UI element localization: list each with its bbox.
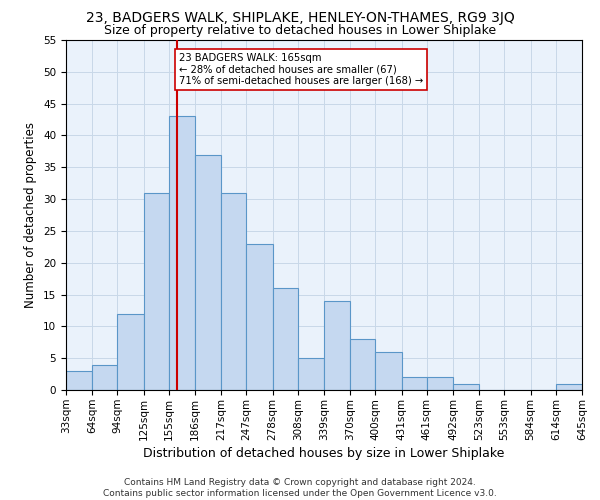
Bar [556,384,582,390]
X-axis label: Distribution of detached houses by size in Lower Shiplake: Distribution of detached houses by size … [143,446,505,460]
Bar [427,378,453,390]
Bar [221,192,247,390]
Text: Contains HM Land Registry data © Crown copyright and database right 2024.
Contai: Contains HM Land Registry data © Crown c… [103,478,497,498]
Bar [143,192,169,390]
Text: 23 BADGERS WALK: 165sqm
← 28% of detached houses are smaller (67)
71% of semi-de: 23 BADGERS WALK: 165sqm ← 28% of detache… [179,52,423,86]
Bar [324,301,350,390]
Text: 23, BADGERS WALK, SHIPLAKE, HENLEY-ON-THAMES, RG9 3JQ: 23, BADGERS WALK, SHIPLAKE, HENLEY-ON-TH… [86,11,514,25]
Bar [401,378,427,390]
Bar [272,288,298,390]
Bar [169,116,195,390]
Text: Size of property relative to detached houses in Lower Shiplake: Size of property relative to detached ho… [104,24,496,37]
Bar [453,384,479,390]
Bar [66,371,92,390]
Bar [195,154,221,390]
Y-axis label: Number of detached properties: Number of detached properties [25,122,37,308]
Bar [350,339,376,390]
Bar [247,244,272,390]
Bar [376,352,401,390]
Bar [298,358,324,390]
Bar [118,314,143,390]
Bar [92,364,118,390]
